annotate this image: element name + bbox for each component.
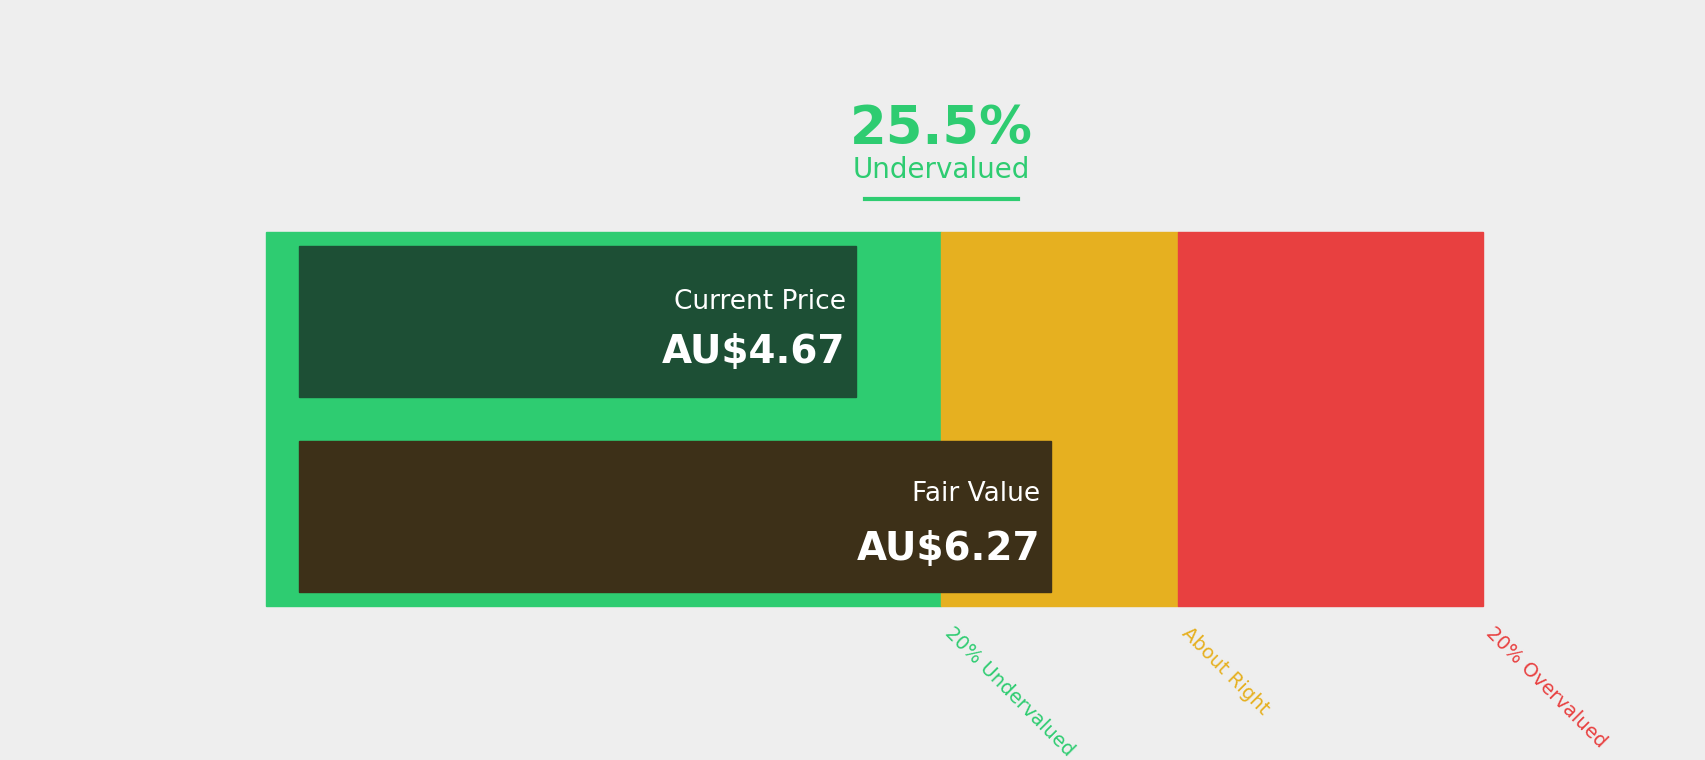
Text: Undervalued: Undervalued [852, 157, 1030, 184]
Text: 20% Overvalued: 20% Overvalued [1482, 624, 1610, 752]
Text: About Right: About Right [1178, 624, 1272, 718]
Text: 25.5%: 25.5% [849, 103, 1032, 155]
Bar [266, 232, 941, 606]
Bar [298, 441, 1050, 591]
Bar [1178, 232, 1482, 606]
Bar [941, 232, 1178, 606]
Bar [298, 246, 856, 397]
Text: 20% Undervalued: 20% Undervalued [941, 624, 1078, 760]
Text: AU$4.67: AU$4.67 [662, 333, 846, 371]
Text: Fair Value: Fair Value [912, 480, 1040, 507]
Text: AU$6.27: AU$6.27 [856, 530, 1040, 568]
Text: Current Price: Current Price [673, 289, 846, 315]
